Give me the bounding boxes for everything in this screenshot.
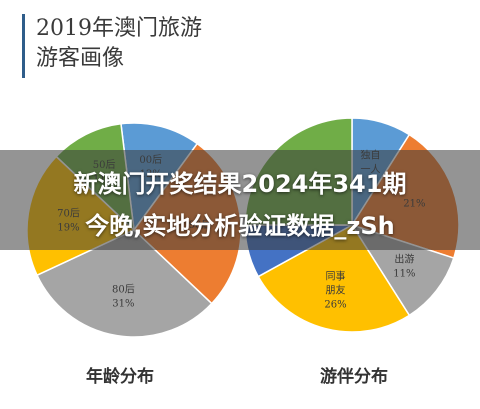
title-accent-bar	[22, 14, 25, 78]
age-chart-title: 年龄分布	[86, 367, 154, 387]
pie-0-slice-2-label-0: 80后	[112, 283, 135, 295]
banner-line-2: 今晚,实地分析验证数据_zSh	[85, 212, 395, 240]
pie-1-slice-3-label-1: 朋友	[326, 283, 346, 296]
pie-1-slice-2-label-0: 出游	[394, 253, 414, 266]
overlay-banner	[0, 150, 480, 250]
pie-1-slice-3	[257, 224, 411, 333]
pie-1-slice-2-label-1: 11%	[393, 269, 415, 280]
companion-chart-title: 游伴分布	[320, 367, 388, 387]
pie-1-slice-3-label-0: 同事	[326, 269, 346, 282]
pie-0-slice-2-label-1: 31%	[112, 298, 134, 309]
pie-0-slice-2	[36, 229, 213, 338]
pie-1-slice-3-label-2: 26%	[324, 299, 346, 310]
page-title: 2019年澳门旅游 游客画像	[36, 16, 202, 71]
banner-line-1: 新澳门开奖结果2024年341期	[73, 170, 407, 198]
